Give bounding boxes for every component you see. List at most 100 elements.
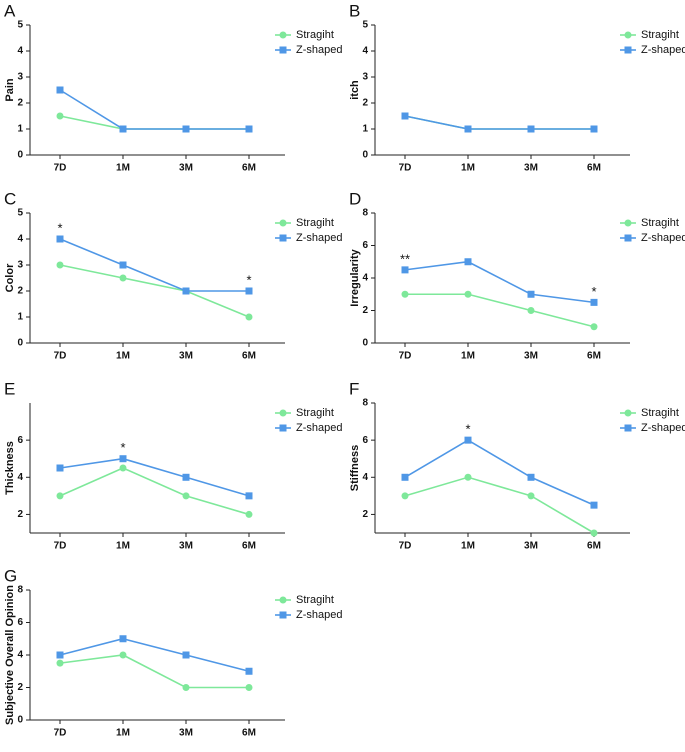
marker <box>464 290 472 298</box>
x-tick-label: 6M <box>587 351 601 362</box>
y-tick-label: 0 <box>17 338 23 349</box>
y-tick-label: 4 <box>17 46 23 57</box>
legend-marker <box>624 424 632 432</box>
legend-marker <box>279 46 287 54</box>
series-line <box>59 238 249 292</box>
y-tick-label: 0 <box>362 338 368 349</box>
y-tick-label: 3 <box>17 260 23 271</box>
x-tick-label: 3M <box>179 541 193 552</box>
x-tick-label: 7D <box>54 351 67 362</box>
legend-label: Z-shaped <box>296 609 342 621</box>
legend-label: Stragiht <box>641 29 679 41</box>
y-tick-label: 6 <box>17 435 23 446</box>
marker <box>56 86 64 94</box>
legend-marker <box>624 219 632 227</box>
y-tick-label: 1 <box>17 124 23 135</box>
marker <box>119 455 127 463</box>
marker <box>56 651 64 659</box>
x-tick-label: 3M <box>179 351 193 362</box>
y-tick-label: 5 <box>362 20 368 31</box>
y-tick-label: 8 <box>362 208 368 219</box>
legend-label: Stragiht <box>296 407 334 419</box>
y-tick-label: 3 <box>17 72 23 83</box>
x-tick-label: 1M <box>116 728 130 739</box>
x-tick-label: 7D <box>399 351 412 362</box>
legend-label: Z-shaped <box>296 422 342 434</box>
panel-label: G <box>4 566 17 585</box>
y-tick-label: 1 <box>17 312 23 323</box>
marker <box>464 473 472 481</box>
legend-label: Stragiht <box>641 407 679 419</box>
y-tick-label: 0 <box>17 150 23 161</box>
x-tick-label: 7D <box>54 163 67 174</box>
x-tick-label: 1M <box>461 351 475 362</box>
marker <box>56 112 64 120</box>
marker <box>182 125 190 133</box>
x-tick-label: 7D <box>399 163 412 174</box>
y-tick-label: 4 <box>17 650 23 661</box>
y-tick-label: 2 <box>362 98 368 109</box>
marker <box>401 473 409 481</box>
marker <box>56 261 64 269</box>
series-line <box>404 260 595 304</box>
y-tick-label: 8 <box>362 398 368 409</box>
legend-marker <box>279 424 287 432</box>
y-tick-label: 3 <box>362 72 368 83</box>
marker <box>464 125 472 133</box>
series-line <box>59 637 250 673</box>
marker <box>56 659 64 667</box>
legend-marker <box>624 31 632 39</box>
y-tick-label: 6 <box>17 617 23 628</box>
marker <box>464 436 472 444</box>
marker <box>590 501 598 509</box>
y-tick-label: 6 <box>362 240 368 251</box>
marker <box>590 298 598 306</box>
legend-label: Stragiht <box>641 217 679 229</box>
y-tick-label: 2 <box>362 305 368 316</box>
y-axis-label: itch <box>349 80 361 100</box>
annotation: * <box>120 440 125 455</box>
x-tick-label: 6M <box>587 541 601 552</box>
series-line <box>404 439 595 506</box>
y-tick-label: 4 <box>362 273 368 284</box>
panel-label: C <box>4 189 16 208</box>
y-tick-label: 0 <box>17 715 23 726</box>
series-line <box>59 654 249 689</box>
y-tick-label: 4 <box>362 46 368 57</box>
annotation: * <box>465 422 470 437</box>
marker <box>245 287 253 295</box>
marker <box>56 464 64 472</box>
x-tick-label: 3M <box>179 728 193 739</box>
marker <box>182 492 190 500</box>
annotation: * <box>57 220 62 235</box>
marker <box>590 323 598 331</box>
annotation: * <box>246 272 251 287</box>
legend-marker <box>279 611 287 619</box>
marker <box>401 266 409 274</box>
legend-marker <box>279 596 287 604</box>
y-tick-label: 0 <box>362 150 368 161</box>
annotation: ** <box>400 251 410 266</box>
y-tick-label: 4 <box>362 472 368 483</box>
y-axis-label: Pain <box>4 78 16 102</box>
legend-marker <box>279 234 287 242</box>
legend-label: Stragiht <box>296 217 334 229</box>
y-tick-label: 5 <box>17 20 23 31</box>
series-line <box>59 264 250 318</box>
y-axis-label: Stiffness <box>349 445 361 491</box>
marker <box>119 464 127 472</box>
x-tick-label: 1M <box>461 163 475 174</box>
legend-label: Z-shaped <box>296 232 342 244</box>
marker <box>119 274 127 282</box>
marker <box>182 287 190 295</box>
x-tick-label: 7D <box>399 541 412 552</box>
panel-label: D <box>349 189 361 208</box>
y-axis-label: Subjective Overall Opinion <box>4 585 16 725</box>
marker <box>527 307 535 314</box>
marker <box>527 473 535 481</box>
marker <box>182 473 190 481</box>
panel-label: E <box>4 379 15 398</box>
y-axis-label: Color <box>4 263 16 292</box>
y-tick-label: 1 <box>362 124 368 135</box>
marker <box>245 667 253 675</box>
